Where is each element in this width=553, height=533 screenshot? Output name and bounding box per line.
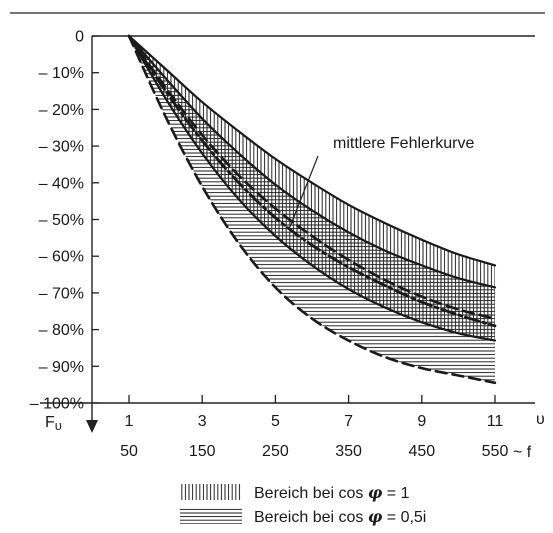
y-axis-arrow [86,420,98,433]
x2-tick-label: 550 [482,443,509,460]
x2-axis-label: ~ f [513,444,532,461]
x-tick-label: 11 [487,413,504,430]
x2-tick-label: 150 [189,443,216,460]
legend-entry-cos-phi-1: Bereich bei cos φ = 1 [254,483,410,502]
y-tick-label: – 90% [39,359,84,376]
y-tick-label: – 70% [39,285,84,302]
x2-tick-label: 250 [262,443,289,460]
y-tick-label: – 60% [39,249,84,266]
legend-entry-cos-phi-0-5: Bereich bei cos φ = 0,5i [254,507,426,526]
curves [127,34,497,385]
region-cos-phi-1 [129,36,495,341]
y-tick-label: – 40% [39,175,84,192]
curve-cos1-upper [127,34,497,267]
x-tick-label: 3 [198,413,207,430]
y-tick-label: – 20% [39,102,84,119]
x-axis-label: υ [536,411,545,428]
legend-swatch-horizontal [180,508,242,524]
y-tick-label: – 30% [39,139,84,156]
curve-mean [127,34,497,328]
x2-tick-label: 450 [408,443,435,460]
x-tick-label: 1 [125,413,134,430]
y-tick-label: – 100% [30,396,84,413]
annotation-pointer [289,155,319,227]
x-tick-label: 9 [417,413,426,430]
legend-swatch-vertical [180,484,242,500]
curve-cos1-lower [127,34,497,320]
y-tick-label: 0 [75,29,84,46]
legend: Bereich bei cos φ = 1 Bereich bei cos φ … [180,483,426,526]
x2-tick-label: 50 [120,443,138,460]
y-tick-label: – 10% [39,65,84,82]
annotation-mean-curve: mittlere Fehlerkurve [333,135,474,152]
y-tick-label: – 80% [39,322,84,339]
x-tick-label: 5 [271,413,280,430]
x2-tick-label: 350 [335,443,362,460]
curve-cos05-upper [127,34,497,342]
curve-cos05-lower [127,34,497,385]
y-ticks: 0 – 10% – 20% – 30% – 40% – 50% – 60% – 70% – 80… [30,29,99,413]
y-tick-label: – 50% [39,212,84,229]
x-tick-label: 7 [344,413,353,430]
y-axis-label: Fυ [45,414,62,433]
curve-mean-upper [127,34,497,289]
